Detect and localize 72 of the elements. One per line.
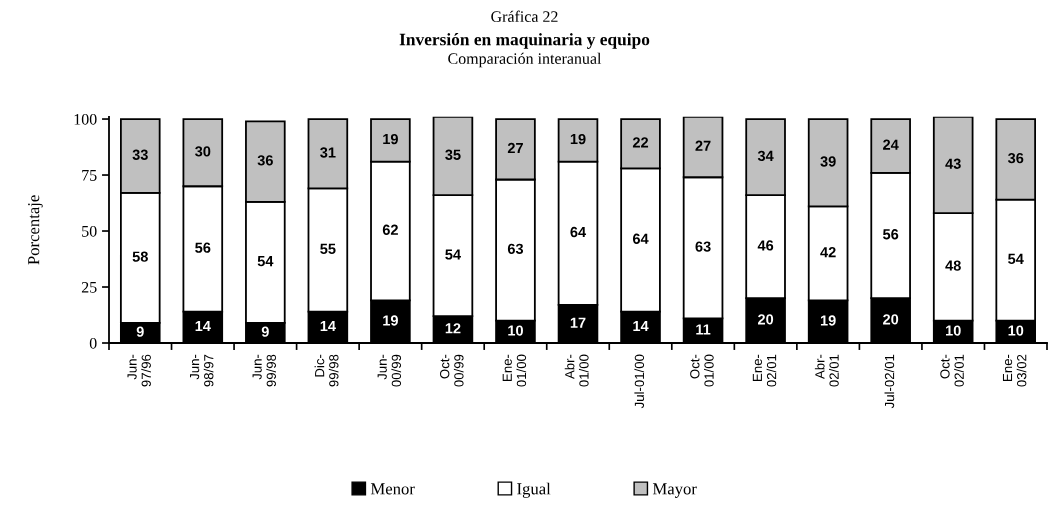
y-tick-label: 0 bbox=[89, 337, 97, 349]
data-label: 42 bbox=[820, 247, 836, 258]
data-label: 19 bbox=[383, 315, 398, 326]
data-label: 56 bbox=[883, 229, 899, 240]
data-label: 12 bbox=[445, 323, 461, 334]
x-tick-label: Oct- 00/99 bbox=[440, 354, 464, 387]
legend-label: Menor bbox=[370, 483, 415, 495]
chart-title: Inversión en maquinaria y equipo bbox=[399, 33, 650, 49]
data-label: 63 bbox=[695, 241, 711, 252]
data-label: 19 bbox=[820, 315, 836, 326]
data-label: 54 bbox=[445, 249, 461, 260]
data-label: 17 bbox=[570, 317, 586, 328]
data-label: 22 bbox=[632, 137, 649, 148]
data-label: 14 bbox=[195, 321, 211, 332]
data-label: 24 bbox=[883, 139, 899, 150]
data-label: 11 bbox=[696, 324, 711, 335]
data-label: 62 bbox=[382, 224, 398, 235]
x-tick-label: Jul-02/01 bbox=[884, 354, 895, 409]
x-tick-label: Dic- 99/98 bbox=[314, 354, 339, 387]
data-label: 39 bbox=[820, 156, 836, 167]
data-label: 9 bbox=[136, 326, 144, 337]
data-label: 36 bbox=[257, 155, 273, 166]
data-label: 19 bbox=[570, 133, 586, 145]
data-label: 10 bbox=[508, 325, 523, 336]
text: Gráfica 22 bbox=[491, 10, 558, 22]
data-label: 10 bbox=[1008, 325, 1024, 336]
data-label: 43 bbox=[945, 158, 961, 169]
x-tick-label: Oct- 02/01 bbox=[940, 354, 964, 387]
x-tick-label: Jun- 98/97 bbox=[190, 354, 214, 387]
y-tick-label: 25 bbox=[81, 281, 97, 293]
x-tick-label: Jul-01/00 bbox=[634, 354, 645, 409]
y-axis-title: Porcentaje bbox=[28, 195, 43, 265]
legend-label: Igual bbox=[517, 482, 551, 498]
data-label: 19 bbox=[383, 133, 398, 145]
data-label: 14 bbox=[320, 321, 336, 332]
legend-label: Mayor bbox=[652, 483, 697, 498]
x-tick-label: Ene- 01/00 bbox=[502, 354, 527, 387]
data-label: 56 bbox=[195, 242, 211, 253]
data-label: 64 bbox=[570, 226, 587, 238]
data-label: 36 bbox=[1007, 152, 1024, 164]
data-label: 10 bbox=[946, 325, 961, 336]
data-label: 46 bbox=[757, 240, 774, 251]
x-tick-label: Jun- 00/99 bbox=[377, 354, 402, 387]
data-label: 63 bbox=[507, 243, 524, 254]
data-label: 33 bbox=[132, 149, 148, 160]
y-tick-label: 75 bbox=[82, 170, 97, 181]
data-label: 30 bbox=[195, 146, 211, 157]
data-label: 35 bbox=[445, 149, 461, 160]
data-label: 48 bbox=[945, 260, 961, 271]
data-label: 14 bbox=[633, 321, 649, 332]
y-tick-label: 100 bbox=[74, 113, 97, 125]
chart-subtitle: Comparación interanual bbox=[448, 52, 602, 68]
data-label: 34 bbox=[757, 150, 774, 162]
y-tick-label: 50 bbox=[82, 225, 97, 237]
data-label: 58 bbox=[132, 251, 148, 262]
x-tick-label: Jun- 97/96 bbox=[127, 354, 151, 387]
data-label: 54 bbox=[257, 256, 274, 267]
data-label: 20 bbox=[883, 314, 899, 325]
data-label: 20 bbox=[758, 314, 774, 325]
data-label: 55 bbox=[320, 243, 336, 254]
x-tick-label: Ene- 03/02 bbox=[1002, 354, 1027, 387]
data-label: 31 bbox=[320, 147, 336, 158]
data-label: 64 bbox=[632, 233, 649, 244]
x-tick-label: Abr- 02/01 bbox=[814, 354, 839, 387]
data-label: 54 bbox=[1008, 253, 1024, 265]
x-tick-label: Abr- 01/00 bbox=[564, 354, 589, 387]
data-label: 27 bbox=[507, 142, 523, 154]
data-label: 9 bbox=[261, 326, 269, 337]
x-tick-label: Jun- 99/98 bbox=[252, 354, 276, 387]
x-tick-label: Ene- 02/01 bbox=[752, 354, 777, 387]
x-tick-label: Oct- 01/00 bbox=[690, 354, 714, 387]
data-label: 27 bbox=[695, 140, 711, 151]
